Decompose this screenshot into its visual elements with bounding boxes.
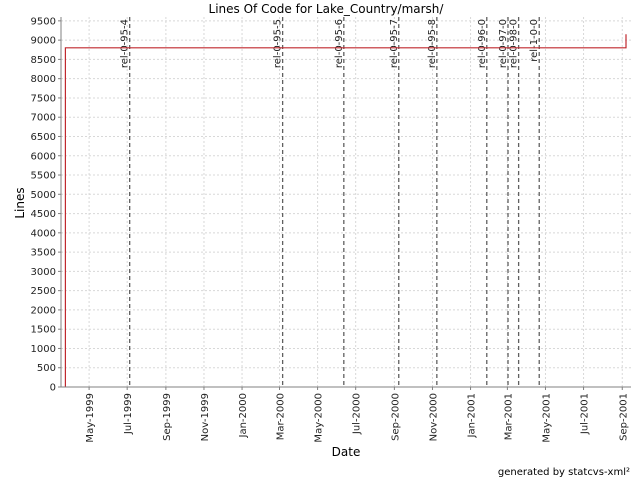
x-tick-label: Mar-2001 xyxy=(503,393,514,440)
release-marker-label: rel-0-95-5 xyxy=(273,19,284,68)
x-axis-label: Date xyxy=(332,445,361,459)
grid-layer xyxy=(61,17,631,388)
y-tick-label: 1500 xyxy=(31,325,56,336)
y-tick-label: 9500 xyxy=(31,16,56,27)
x-tick-label: Jul-1999 xyxy=(123,393,134,435)
y-tick-label: 6500 xyxy=(31,132,56,143)
release-marker-label: rel-0-97-0 xyxy=(498,19,509,68)
y-tick-label: 3500 xyxy=(31,248,56,259)
x-tick-label: Jul-2001 xyxy=(580,393,591,435)
x-tick-label: Sep-2000 xyxy=(390,393,401,441)
x-tick-label: May-2000 xyxy=(314,393,325,443)
y-tick-label: 500 xyxy=(37,363,56,374)
release-marker-label: rel-1-0-0 xyxy=(529,19,540,62)
y-tick-label: 8500 xyxy=(31,55,56,66)
x-tick-labels: May-1999 Jul-1999 Sep-1999 Nov-1999 Jan-2000… xyxy=(85,393,629,443)
y-tick-label: 4000 xyxy=(31,228,56,239)
release-marker-label: rel-0-95-6 xyxy=(334,19,345,68)
y-tick-label: 7000 xyxy=(31,113,56,124)
x-tick-label: May-2001 xyxy=(541,393,552,443)
loc-series-line xyxy=(64,34,627,387)
x-tick-label: Nov-1999 xyxy=(200,393,211,441)
release-marker-label: rel-0-98-0 xyxy=(509,19,520,68)
x-tick-label: Jan-2000 xyxy=(238,393,249,438)
y-tick-label: 4500 xyxy=(31,209,56,220)
generated-by-credit: generated by statcvs-xml² xyxy=(498,467,630,478)
y-tick-label: 9000 xyxy=(31,36,56,47)
y-tick-label: 0 xyxy=(50,383,56,394)
chart-title: Lines Of Code for Lake_Country/marsh/ xyxy=(209,2,445,16)
x-tick-label: Sep-2001 xyxy=(618,393,629,441)
y-tick-label: 6000 xyxy=(31,151,56,162)
y-tick-label: 5000 xyxy=(31,190,56,201)
release-marker-label: rel-0-95-7 xyxy=(389,19,400,68)
axes xyxy=(58,17,631,390)
x-tick-label: Nov-2000 xyxy=(428,393,439,441)
y-tick-label: 8000 xyxy=(31,74,56,85)
release-markers: rel-0-95-4 rel-0-95-5 rel-0-95-6 rel-0-95-7… xyxy=(120,17,540,387)
x-tick-label: May-1999 xyxy=(85,393,96,443)
series-layer xyxy=(64,34,627,387)
y-tick-label: 1000 xyxy=(31,344,56,355)
y-tick-label: 2000 xyxy=(31,305,56,316)
y-axis-label: Lines xyxy=(13,187,27,218)
release-marker-label: rel-0-96-0 xyxy=(477,19,488,68)
y-tick-label: 5500 xyxy=(31,171,56,182)
y-tick-label: 3000 xyxy=(31,267,56,278)
x-tick-label: Sep-1999 xyxy=(162,393,173,441)
y-tick-label: 7500 xyxy=(31,93,56,104)
x-tick-label: Jul-2000 xyxy=(352,393,363,435)
y-tick-labels: 0 500 1000 1500 2000 2500 3000 3500 4000 4500 5000… xyxy=(31,16,56,393)
release-marker-label: rel-0-95-4 xyxy=(120,19,131,68)
y-tick-label: 2500 xyxy=(31,286,56,297)
x-tick-label: Jan-2001 xyxy=(467,393,478,438)
x-tick-label: Mar-2000 xyxy=(276,393,287,440)
release-marker-label: rel-0-95-8 xyxy=(427,19,438,68)
